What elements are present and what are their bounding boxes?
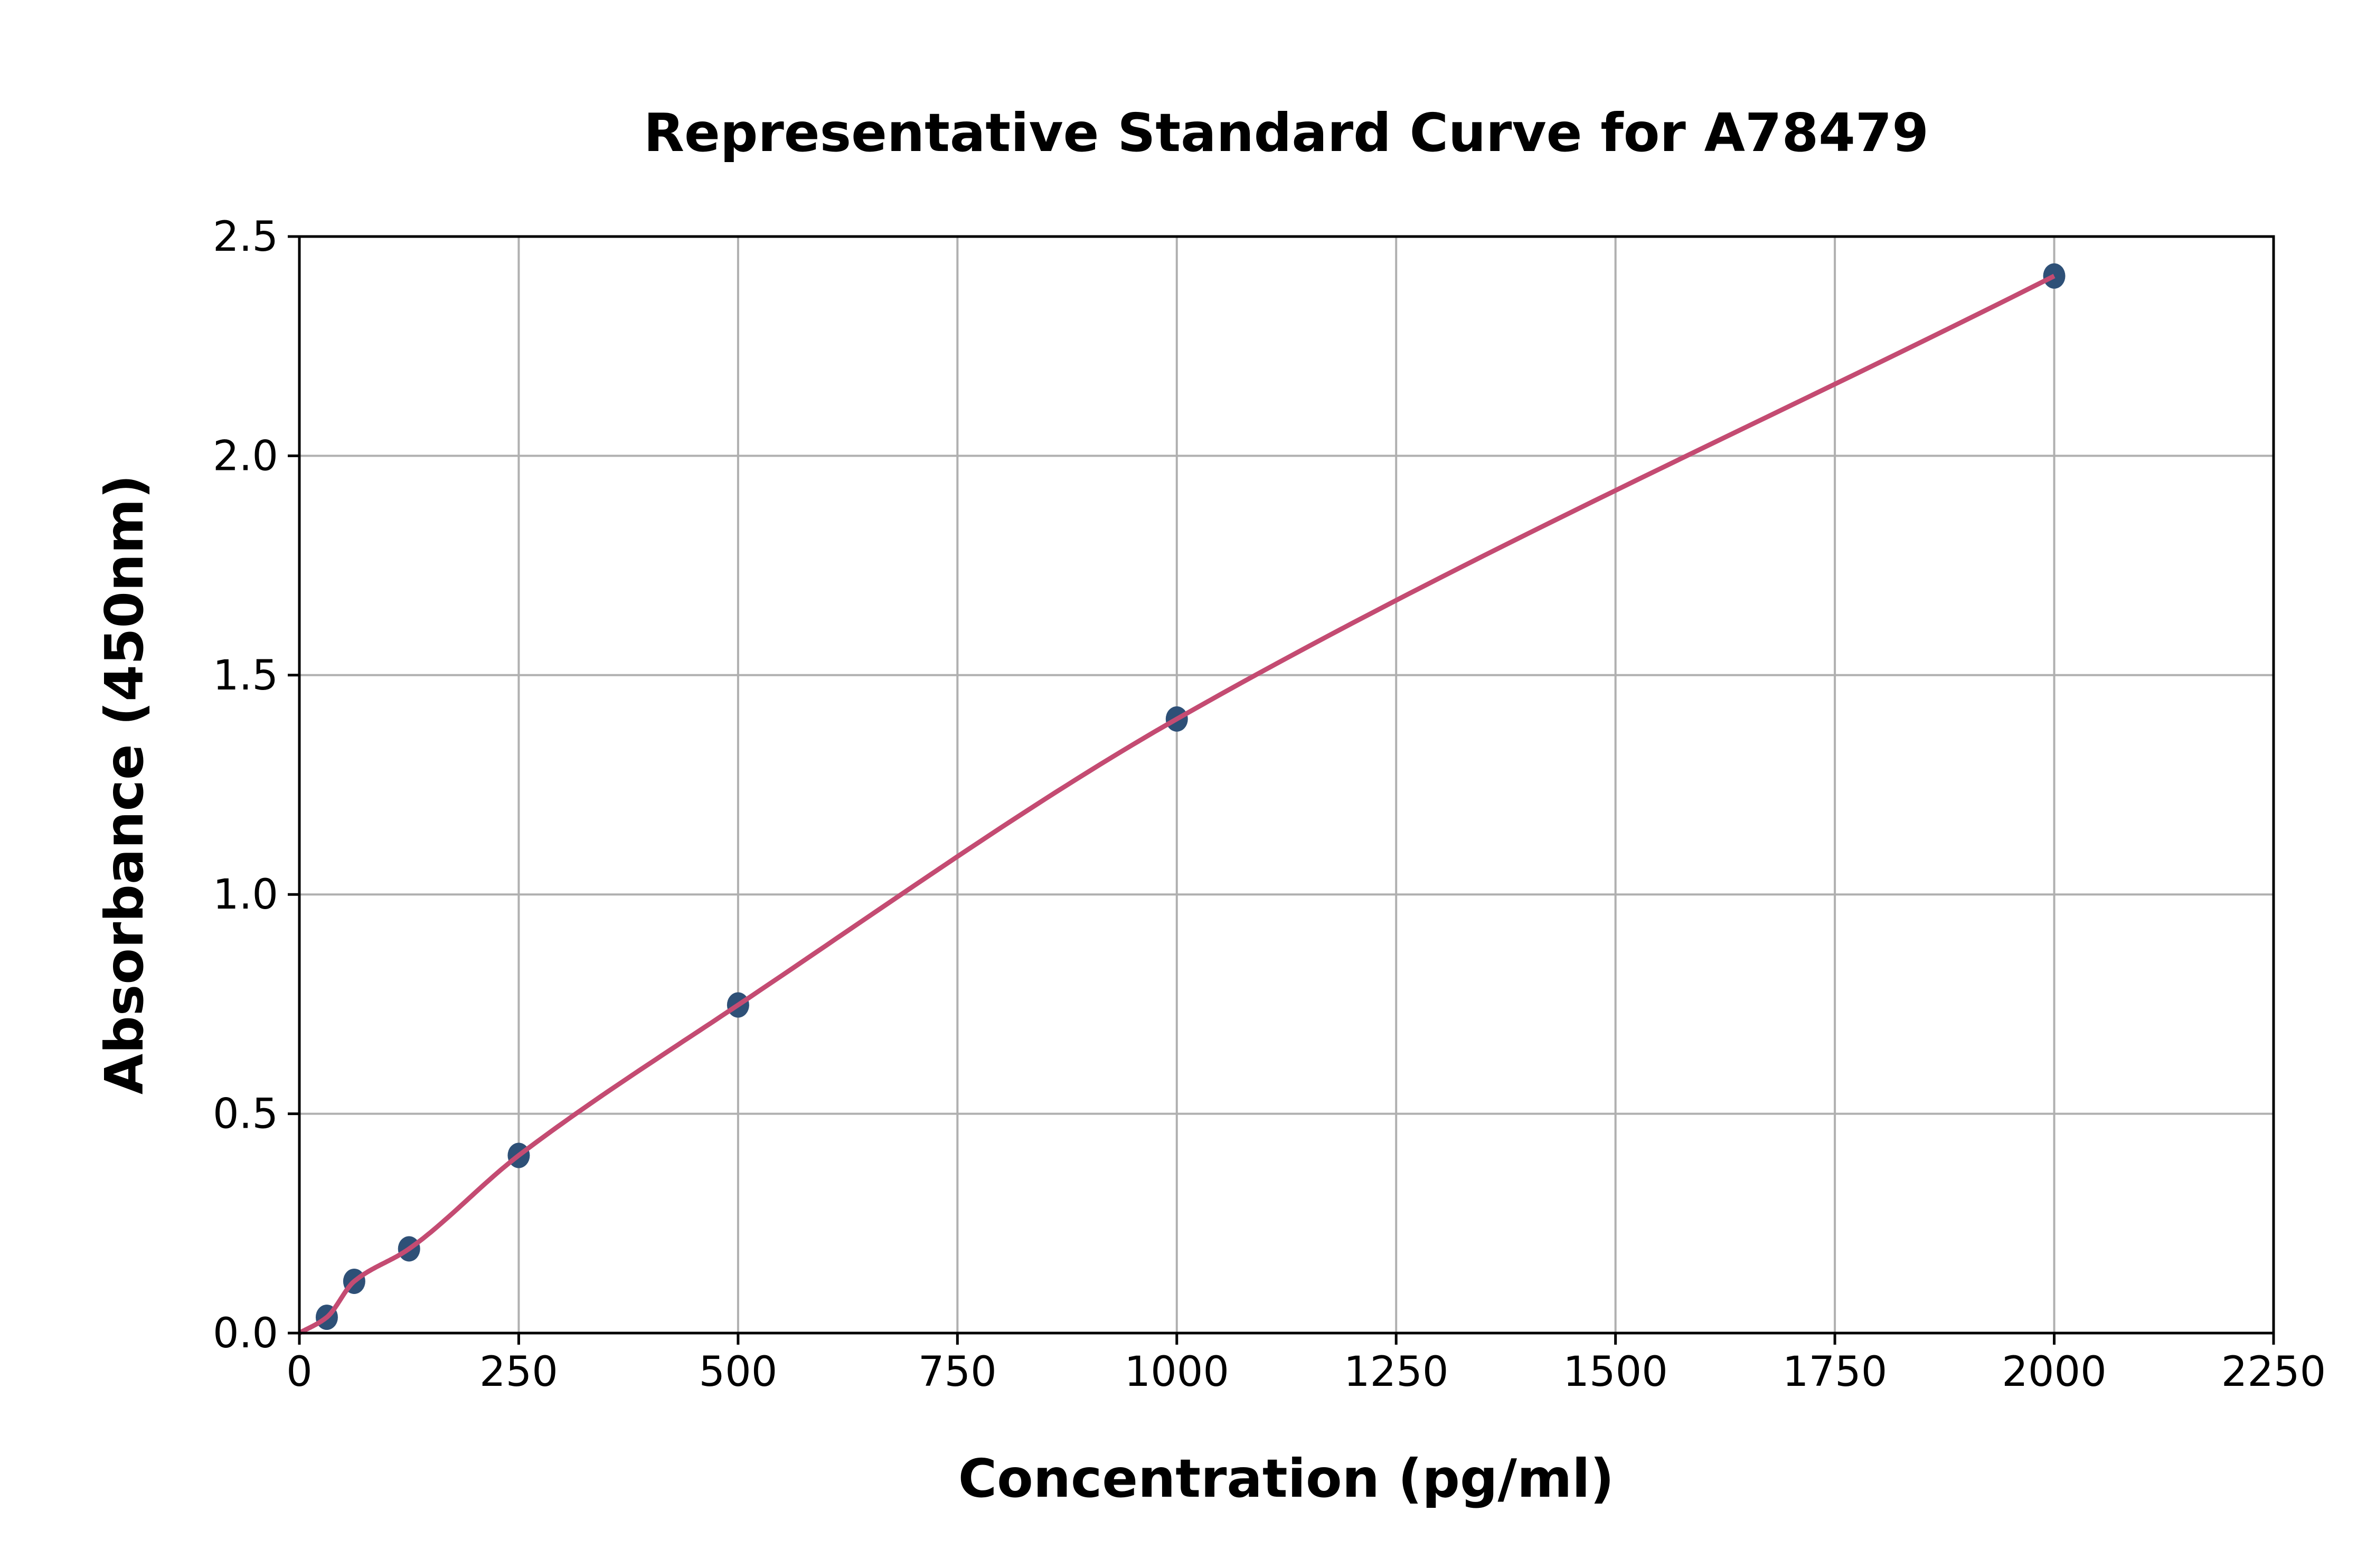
x-tick-label: 1000 [1125, 1348, 1230, 1396]
x-tick-label: 1250 [1344, 1348, 1449, 1396]
x-axis-ticks: 0 250 500 750 1000 1250 1500 1750 2000 2250 [286, 1333, 2326, 1396]
y-tick-label: 0.0 [213, 1310, 278, 1357]
x-axis-label: Concentration (pg/ml) [958, 1448, 1615, 1509]
x-tick-label: 0 [286, 1348, 313, 1396]
y-tick-label: 1.5 [213, 652, 278, 700]
x-tick-label: 250 [479, 1348, 558, 1396]
y-tick-label: 1.0 [213, 871, 278, 919]
chart-title: Representative Standard Curve for A78479 [644, 102, 1929, 164]
grid [298, 235, 2275, 1334]
fit-curve [298, 273, 2056, 1335]
data-points [315, 263, 2066, 1330]
x-tick-label: 2000 [2002, 1348, 2107, 1396]
x-tick-label: 750 [918, 1348, 997, 1396]
y-tick-label: 2.5 [213, 213, 278, 261]
x-tick-label: 2250 [2221, 1348, 2326, 1396]
x-tick-label: 1500 [1563, 1348, 1668, 1396]
y-tick-label: 0.5 [213, 1091, 278, 1138]
y-tick-label: 2.0 [213, 432, 278, 480]
plot-frame [298, 235, 2275, 1335]
x-tick-label: 1750 [1783, 1348, 1888, 1396]
y-axis-ticks: 0.0 0.5 1.0 1.5 2.0 2.5 [213, 213, 299, 1357]
y-axis-label: Absorbance (450nm) [93, 475, 155, 1094]
fit-curve-group [298, 273, 2056, 1335]
x-tick-label: 500 [699, 1348, 777, 1396]
